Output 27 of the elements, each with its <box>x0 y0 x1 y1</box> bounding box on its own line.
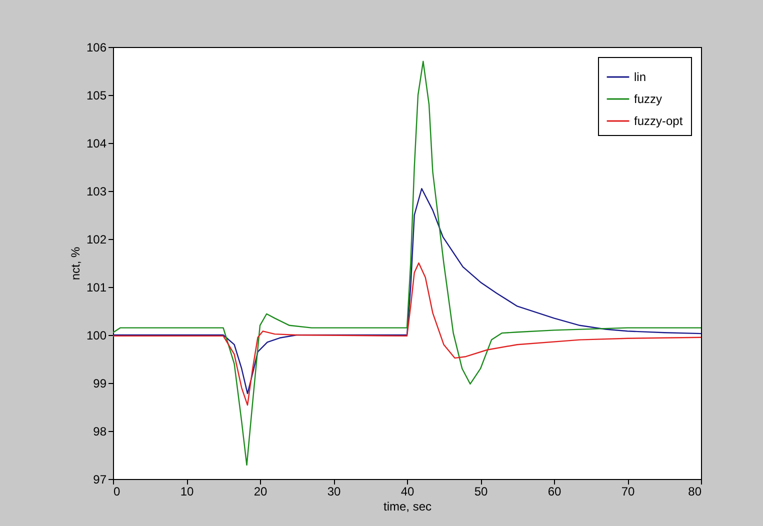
line-series <box>113 188 701 394</box>
y-tick-label: 99 <box>93 376 107 390</box>
y-tick-label: 102 <box>86 232 107 246</box>
x-tick-label: 10 <box>180 484 194 498</box>
x-tick-label: 70 <box>621 484 635 498</box>
y-axis-title: nct, % <box>68 246 82 280</box>
x-tick-label: 80 <box>688 484 702 498</box>
y-tick-label: 106 <box>86 40 107 54</box>
y-tick-label: 105 <box>86 88 107 102</box>
x-tick-label: 40 <box>400 484 414 498</box>
x-tick-label: 30 <box>327 484 341 498</box>
y-tick-label: 98 <box>93 424 107 438</box>
x-tick-label: 0 <box>114 484 120 498</box>
legend-label: fuzzy <box>634 92 662 106</box>
y-tick-label: 101 <box>86 280 107 294</box>
line-series <box>113 60 701 466</box>
legend-label: fuzzy-opt <box>634 114 684 128</box>
y-tick-label: 104 <box>86 136 107 150</box>
y-tick-label: 103 <box>86 184 107 198</box>
legend-label: lin <box>634 70 646 84</box>
y-tick-label: 97 <box>93 472 107 486</box>
y-tick-label: 100 <box>86 328 107 342</box>
line-series <box>113 262 701 406</box>
x-tick-label: 20 <box>254 484 268 498</box>
x-tick-label: 50 <box>474 484 488 498</box>
x-axis-title: time, sec <box>383 500 432 514</box>
x-tick-label: 60 <box>548 484 562 498</box>
